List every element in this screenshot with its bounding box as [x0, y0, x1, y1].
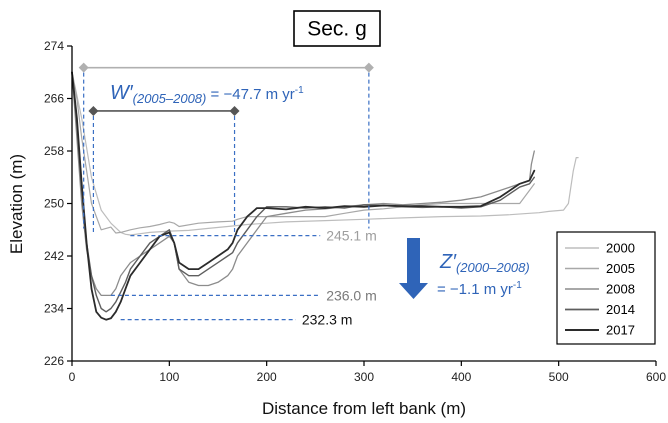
width-change-value: = −47.7 m yr: [206, 86, 294, 103]
x-tick-label: 200: [257, 370, 277, 384]
legend: [556, 231, 656, 345]
series-line-2005: [71, 71, 535, 234]
elevation-change-arrow-icon: [399, 238, 428, 299]
elevation-change-annotation-line1: Z′(2000–2008): [439, 251, 530, 275]
series-line-2017: [71, 71, 536, 321]
width-change-exponent: -1: [295, 85, 304, 96]
y-tick-label: 266: [44, 92, 64, 106]
elevation-change-prime: ′: [452, 251, 457, 273]
reference-labels: 245.1 m 236.0 m 232.3 m: [302, 228, 377, 328]
legend-label-2008: 2008: [606, 282, 635, 297]
reference-label: 232.3 m: [302, 312, 353, 328]
y-tick-label: 250: [44, 197, 64, 211]
legend-label-2014: 2014: [606, 302, 635, 317]
elevation-change-value: = −1.1 m yr: [437, 281, 513, 298]
y-tick-label: 274: [44, 39, 64, 53]
guide-layer: [83, 72, 370, 321]
legend-label-2005: 2005: [606, 261, 635, 276]
x-axis-ticks: 0 100 200 300 400 500 600: [69, 361, 666, 384]
reference-label: 236.0 m: [326, 287, 377, 303]
width-change-prime: ′: [129, 82, 134, 104]
y-axis-ticks: 226 234 242 250 258 266 274: [44, 39, 72, 368]
x-tick-label: 0: [69, 370, 76, 384]
width-arrow-end-icon: [78, 62, 89, 73]
elevation-change-symbol: Z: [439, 251, 453, 273]
width-change-annotation: W′(2005–2008) = −47.7 m yr-1: [110, 82, 304, 106]
elevation-change-period: (2000–2008): [456, 260, 530, 275]
y-tick-label: 226: [44, 354, 64, 368]
x-tick-label: 600: [646, 370, 666, 384]
reference-label: 245.1 m: [326, 228, 377, 244]
elevation-change-exponent: -1: [513, 280, 522, 291]
y-tick-label: 258: [44, 144, 64, 158]
width-arrow-end-icon: [363, 62, 374, 73]
x-tick-label: 300: [354, 370, 374, 384]
width-arrow-end-icon: [88, 105, 99, 116]
x-axis-title: Distance from left bank (m): [262, 399, 466, 418]
chart-title-box: [293, 10, 381, 47]
x-tick-label: 400: [451, 370, 471, 384]
x-tick-label: 500: [549, 370, 569, 384]
chart-title: Sec. g: [307, 18, 367, 41]
series-layer: [71, 71, 579, 321]
series-line-2014: [71, 71, 535, 313]
legend-label-2017: 2017: [606, 323, 635, 338]
series-line-2008: [71, 71, 535, 297]
legend-entries: 2000 2005 2008 2014 2017: [565, 241, 635, 338]
y-tick-label: 234: [44, 302, 64, 316]
elevation-change-annotation-line2: = −1.1 m yr-1: [437, 280, 522, 298]
y-axis-title: Elevation (m): [7, 154, 26, 254]
width-arrow-end-icon: [229, 105, 240, 116]
legend-label-2000: 2000: [606, 241, 635, 256]
y-tick-label: 242: [44, 249, 64, 263]
x-tick-label: 100: [159, 370, 179, 384]
width-change-symbol: W: [110, 82, 131, 104]
width-change-period: (2005–2008): [133, 91, 207, 106]
width-arrows: [78, 62, 374, 116]
